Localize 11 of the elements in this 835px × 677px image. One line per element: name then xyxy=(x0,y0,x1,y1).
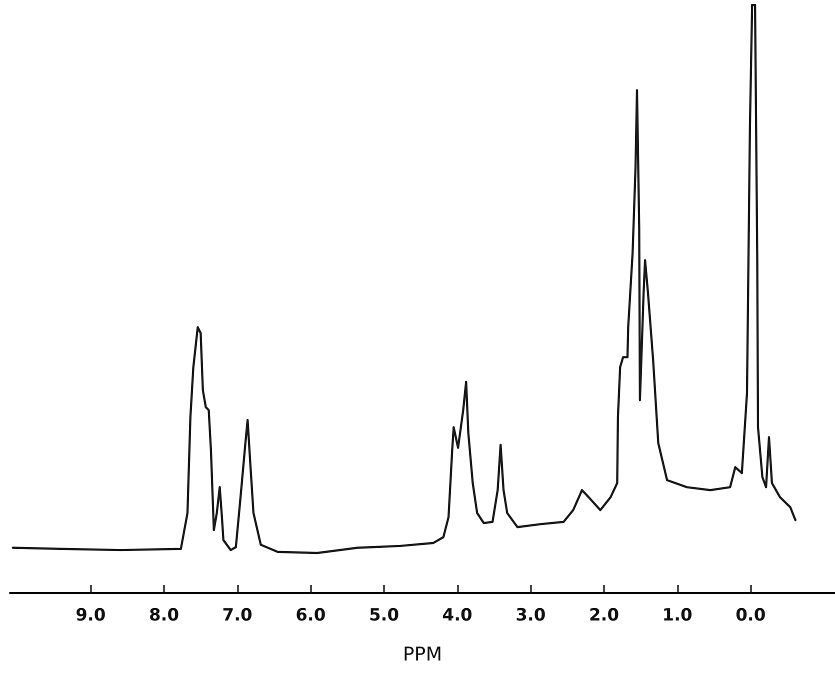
x-tick-label: 6.0 xyxy=(296,606,326,626)
x-tick-label: 1.0 xyxy=(662,606,693,626)
x-tick-label: 4.0 xyxy=(442,606,473,626)
x-tick-label: 8.0 xyxy=(148,606,180,626)
x-axis-title: PPM xyxy=(402,644,442,666)
x-tick-label: 5.0 xyxy=(368,606,400,626)
x-tick-label: 3.0 xyxy=(516,606,546,626)
x-tick-label: 7.0 xyxy=(222,606,253,626)
x-tick-label: 9.0 xyxy=(76,606,106,626)
x-tick-label: 0.0 xyxy=(736,606,766,626)
x-tick-label: 2.0 xyxy=(588,606,620,626)
